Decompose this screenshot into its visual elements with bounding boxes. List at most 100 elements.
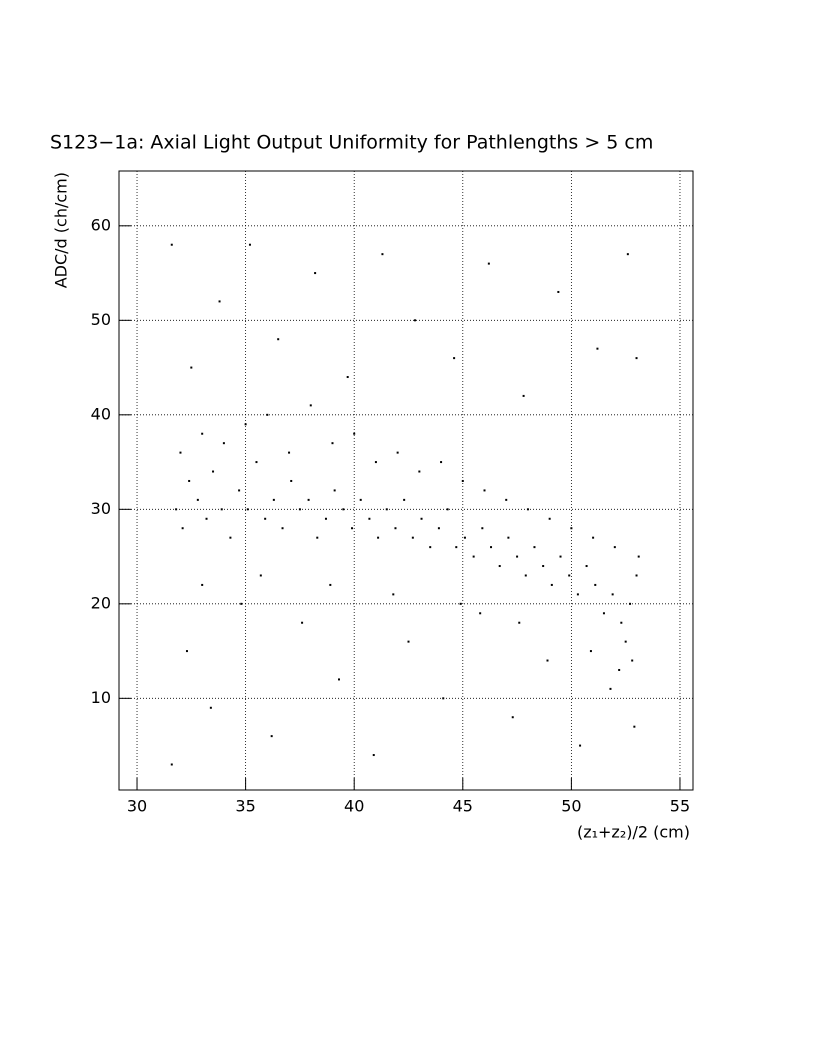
point bbox=[516, 555, 519, 558]
point bbox=[342, 508, 345, 511]
point bbox=[259, 574, 262, 577]
point bbox=[181, 527, 184, 530]
point bbox=[609, 687, 612, 690]
point bbox=[238, 489, 241, 492]
point bbox=[394, 527, 397, 530]
point bbox=[568, 574, 571, 577]
x-tick-label: 35 bbox=[235, 797, 255, 816]
point bbox=[329, 583, 332, 586]
point bbox=[472, 555, 475, 558]
point bbox=[385, 508, 388, 511]
point bbox=[507, 536, 510, 539]
point bbox=[524, 574, 527, 577]
point bbox=[205, 517, 208, 520]
point bbox=[359, 498, 362, 501]
point bbox=[505, 498, 508, 501]
point bbox=[576, 593, 579, 596]
point bbox=[316, 536, 319, 539]
point bbox=[170, 243, 173, 246]
point bbox=[589, 650, 592, 653]
point bbox=[190, 366, 193, 369]
point bbox=[255, 461, 258, 464]
point bbox=[596, 347, 599, 350]
point bbox=[240, 602, 243, 605]
point bbox=[414, 319, 417, 322]
point bbox=[407, 640, 410, 643]
point bbox=[570, 527, 573, 530]
point bbox=[481, 527, 484, 530]
point bbox=[244, 423, 247, 426]
point bbox=[396, 451, 399, 454]
point bbox=[272, 498, 275, 501]
point bbox=[246, 508, 249, 511]
point bbox=[270, 735, 273, 738]
point bbox=[629, 602, 632, 605]
point bbox=[392, 593, 395, 596]
point bbox=[453, 357, 456, 360]
x-axis-label: (z₁+z₂)/2 (cm) bbox=[577, 823, 690, 842]
point bbox=[602, 612, 605, 615]
point bbox=[585, 565, 588, 568]
point bbox=[635, 574, 638, 577]
point bbox=[533, 546, 536, 549]
x-tick-label: 55 bbox=[670, 797, 690, 816]
point bbox=[420, 517, 423, 520]
point bbox=[526, 508, 529, 511]
x-tick-label: 40 bbox=[344, 797, 364, 816]
point bbox=[372, 754, 375, 757]
plot-frame bbox=[118, 170, 694, 791]
point bbox=[592, 536, 595, 539]
point bbox=[487, 262, 490, 265]
point bbox=[201, 583, 204, 586]
point bbox=[201, 432, 204, 435]
point bbox=[498, 565, 501, 568]
point bbox=[331, 442, 334, 445]
point bbox=[307, 498, 310, 501]
point bbox=[594, 583, 597, 586]
point bbox=[548, 517, 551, 520]
point bbox=[290, 479, 293, 482]
point bbox=[624, 640, 627, 643]
point bbox=[559, 555, 562, 558]
point bbox=[550, 583, 553, 586]
point bbox=[557, 290, 560, 293]
chart-title: S123−1a: Axial Light Output Uniformity f… bbox=[50, 132, 653, 154]
point bbox=[314, 272, 317, 275]
point bbox=[209, 706, 212, 709]
point bbox=[522, 394, 525, 397]
point bbox=[346, 376, 349, 379]
point bbox=[377, 536, 380, 539]
point bbox=[461, 479, 464, 482]
point bbox=[440, 461, 443, 464]
point bbox=[613, 546, 616, 549]
point bbox=[611, 593, 614, 596]
point bbox=[264, 517, 267, 520]
point bbox=[418, 470, 421, 473]
y-tick-label: 20 bbox=[91, 593, 111, 612]
point bbox=[179, 451, 182, 454]
point bbox=[281, 527, 284, 530]
point bbox=[222, 442, 225, 445]
point bbox=[511, 716, 514, 719]
point bbox=[368, 517, 371, 520]
point bbox=[411, 536, 414, 539]
point bbox=[463, 536, 466, 539]
point bbox=[618, 668, 621, 671]
point bbox=[518, 621, 521, 624]
point bbox=[218, 300, 221, 303]
point bbox=[442, 697, 445, 700]
point bbox=[229, 536, 232, 539]
point bbox=[483, 489, 486, 492]
point bbox=[633, 725, 636, 728]
point bbox=[288, 451, 291, 454]
point bbox=[170, 763, 173, 766]
point bbox=[403, 498, 406, 501]
point bbox=[309, 404, 312, 407]
point bbox=[301, 621, 304, 624]
point bbox=[175, 508, 178, 511]
y-tick-label: 30 bbox=[91, 499, 111, 518]
point bbox=[542, 565, 545, 568]
point bbox=[620, 621, 623, 624]
point bbox=[429, 546, 432, 549]
